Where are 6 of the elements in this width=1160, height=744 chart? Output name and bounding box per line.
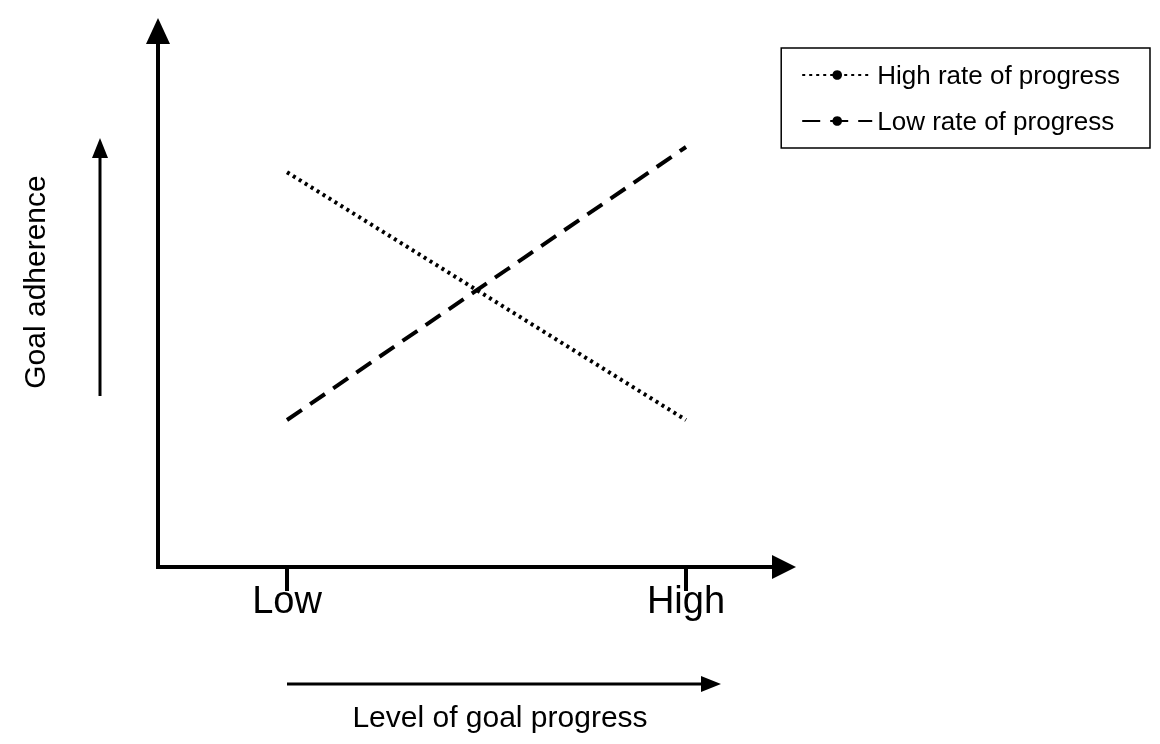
legend-label: High rate of progress: [877, 60, 1121, 90]
x-tick-label: High: [646, 579, 726, 621]
legend-label: Low rate of progress: [877, 106, 1115, 136]
x-axis-title: Level of goal progress: [351, 700, 649, 734]
x-tick-label: Low: [252, 579, 323, 621]
y-axis-title: Goal adherence: [18, 175, 52, 389]
